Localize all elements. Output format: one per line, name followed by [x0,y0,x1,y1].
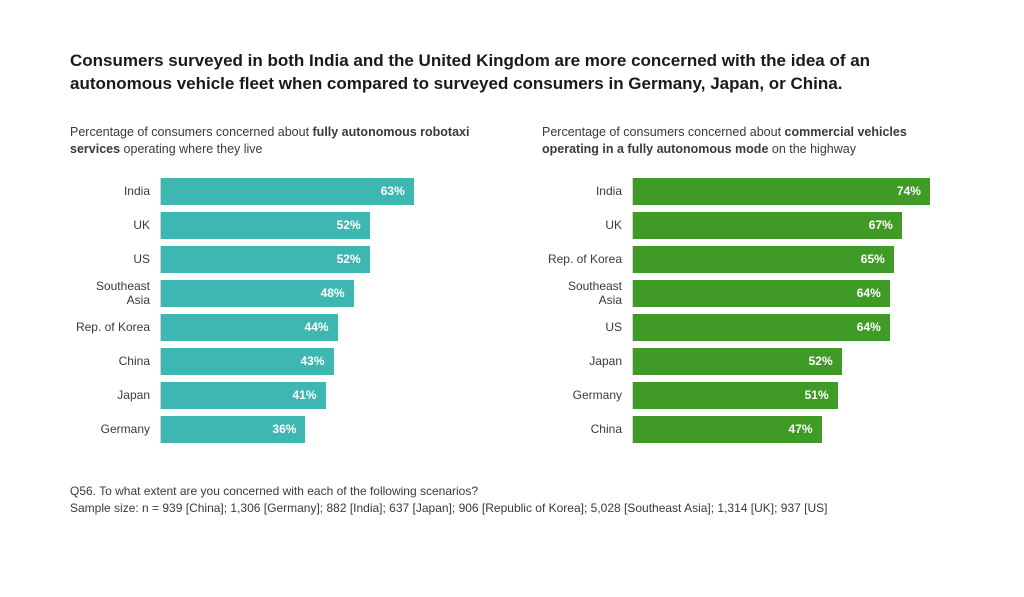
page-title: Consumers surveyed in both India and the… [70,50,950,96]
bar-track: 36% [160,416,482,443]
bar-value: 65% [861,252,885,266]
bar-value: 63% [381,184,405,198]
chart-right-title: Percentage of consumers concerned about … [542,124,954,160]
bar-fill: 64% [633,280,890,307]
bar-track: 41% [160,382,482,409]
bar-row: UK 52% [70,212,482,239]
bar-row: India 74% [542,178,954,205]
bar-fill: 41% [161,382,326,409]
bar-track: 64% [632,314,954,341]
bar-label: UK [70,218,160,232]
bar-value: 47% [789,422,813,436]
bar-row: China 47% [542,416,954,443]
bar-label: US [70,252,160,266]
bar-track: 64% [632,280,954,307]
bar-value: 64% [857,320,881,334]
bar-label: UK [542,218,632,232]
bar-fill: 43% [161,348,334,375]
bar-label: Germany [70,422,160,436]
bar-track: 52% [160,212,482,239]
bar-track: 48% [160,280,482,307]
bar-fill: 47% [633,416,822,443]
bar-label: Germany [542,388,632,402]
chart-left-title-suffix: operating where they live [120,142,262,156]
bar-row: UK 67% [542,212,954,239]
bar-value: 44% [305,320,329,334]
chart-right-bars: India 74% UK 67% Rep. of Korea 65% Southeast A… [542,178,954,443]
bar-fill: 48% [161,280,354,307]
bar-track: 51% [632,382,954,409]
bar-value: 67% [869,218,893,232]
bar-value: 43% [301,354,325,368]
bar-fill: 52% [161,246,370,273]
bar-value: 52% [337,218,361,232]
chart-right: Percentage of consumers concerned about … [542,124,954,443]
bar-label: Southeast Asia [542,279,632,307]
bar-label: China [70,354,160,368]
bar-fill: 64% [633,314,890,341]
bar-fill: 36% [161,416,305,443]
bar-track: 43% [160,348,482,375]
bar-value: 52% [809,354,833,368]
bar-value: 36% [272,422,296,436]
footnote-line2: Sample size: n = 939 [China]; 1,306 [Ger… [70,500,954,517]
bar-row: US 64% [542,314,954,341]
bar-track: 67% [632,212,954,239]
bar-label: Japan [542,354,632,368]
bar-row: Southeast Asia 48% [70,280,482,307]
bar-row: US 52% [70,246,482,273]
chart-left-title-prefix: Percentage of consumers concerned about [70,125,313,139]
bar-fill: 51% [633,382,838,409]
bar-value: 51% [805,388,829,402]
charts-container: Percentage of consumers concerned about … [70,124,954,443]
bar-label: Japan [70,388,160,402]
bar-label: US [542,320,632,334]
bar-value: 64% [857,286,881,300]
bar-fill: 63% [161,178,414,205]
chart-right-title-suffix: on the highway [768,142,856,156]
bar-track: 74% [632,178,954,205]
footnote-line1: Q56. To what extent are you concerned wi… [70,483,954,500]
bar-row: China 43% [70,348,482,375]
bar-label: India [542,184,632,198]
bar-fill: 74% [633,178,930,205]
bar-row: Japan 41% [70,382,482,409]
bar-label: Rep. of Korea [70,320,160,334]
bar-track: 44% [160,314,482,341]
bar-row: Rep. of Korea 44% [70,314,482,341]
bar-fill: 52% [161,212,370,239]
bar-label: Southeast Asia [70,279,160,307]
bar-row: Germany 51% [542,382,954,409]
bar-value: 48% [321,286,345,300]
bar-fill: 52% [633,348,842,375]
bar-fill: 65% [633,246,894,273]
bar-label: India [70,184,160,198]
chart-right-title-prefix: Percentage of consumers concerned about [542,125,785,139]
bar-row: Japan 52% [542,348,954,375]
bar-value: 41% [292,388,316,402]
bar-track: 52% [160,246,482,273]
chart-left-bars: India 63% UK 52% US 52% Southeast Asia 48% Rep. … [70,178,482,443]
footnote: Q56. To what extent are you concerned wi… [70,483,954,517]
chart-left-title: Percentage of consumers concerned about … [70,124,482,160]
bar-track: 65% [632,246,954,273]
bar-track: 63% [160,178,482,205]
bar-fill: 44% [161,314,338,341]
bar-row: Southeast Asia 64% [542,280,954,307]
bar-track: 47% [632,416,954,443]
bar-label: Rep. of Korea [542,252,632,266]
bar-fill: 67% [633,212,902,239]
bar-value: 52% [337,252,361,266]
bar-track: 52% [632,348,954,375]
bar-row: Germany 36% [70,416,482,443]
bar-value: 74% [897,184,921,198]
page-root: Consumers surveyed in both India and the… [0,0,1024,546]
bar-label: China [542,422,632,436]
chart-left: Percentage of consumers concerned about … [70,124,482,443]
bar-row: India 63% [70,178,482,205]
bar-row: Rep. of Korea 65% [542,246,954,273]
